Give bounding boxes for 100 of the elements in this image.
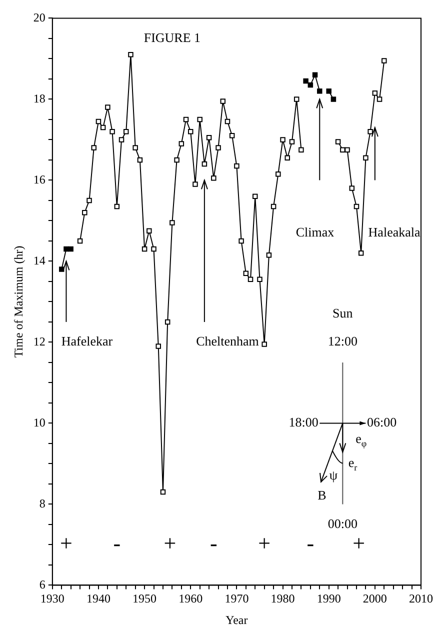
point [58, 266, 64, 272]
point [257, 276, 262, 282]
point [368, 128, 373, 134]
point [276, 172, 281, 177]
annotation: - [306, 530, 314, 556]
point [146, 228, 152, 234]
annotation: Cheltenham [196, 334, 259, 349]
annotation: + [164, 530, 176, 556]
x-tick-label: 1950 [132, 592, 157, 606]
point [363, 155, 368, 161]
point [114, 204, 120, 210]
point [192, 182, 198, 187]
annotation: Haleakala [368, 224, 420, 240]
point [86, 198, 92, 204]
point [156, 344, 161, 349]
point [335, 139, 341, 144]
point [238, 238, 244, 244]
point [105, 104, 110, 110]
point [164, 319, 170, 325]
y-tick-label: 8 [39, 496, 46, 510]
point [376, 96, 382, 102]
point [110, 128, 115, 134]
point [284, 155, 290, 161]
x-tick-label: 1990 [316, 592, 341, 606]
point [280, 137, 286, 142]
point [160, 489, 166, 495]
point [96, 118, 102, 124]
point [124, 128, 129, 134]
annotation: Hafelekar [61, 334, 114, 349]
annotation: 00:00 [328, 516, 358, 531]
point [289, 139, 295, 144]
x-tick-label: 1960 [178, 592, 203, 606]
point [77, 238, 83, 244]
point [317, 88, 322, 94]
y-tick-label: 12 [33, 334, 46, 348]
x-tick-label: 1980 [270, 592, 295, 606]
point [151, 246, 156, 252]
annotation: B [318, 488, 327, 503]
point [220, 98, 226, 104]
x-tick-label: 2010 [409, 592, 433, 606]
point [303, 78, 308, 84]
annotation: Sun [332, 305, 354, 320]
point [206, 135, 212, 140]
point [118, 137, 124, 142]
point [270, 204, 276, 210]
point [229, 133, 235, 138]
point [298, 147, 304, 152]
point [82, 210, 88, 216]
point [170, 220, 175, 226]
y-axis-title: Time of Maximum (hr) [11, 246, 26, 358]
point [312, 72, 318, 78]
y-tick-label: 14 [33, 253, 46, 268]
annotation: + [60, 530, 72, 556]
point [100, 124, 106, 130]
point [340, 147, 346, 152]
point [211, 176, 216, 181]
annotation: Climax [296, 224, 335, 240]
point [91, 145, 96, 150]
y-tick-label: 6 [39, 577, 46, 592]
point [349, 186, 355, 191]
y-tick-label: 20 [33, 10, 46, 24]
point [132, 145, 138, 150]
point [294, 96, 300, 102]
y-tick-label: 18 [33, 91, 46, 106]
point [372, 90, 378, 96]
point [183, 116, 189, 122]
point [382, 58, 387, 64]
point [308, 82, 314, 88]
point [354, 204, 360, 210]
point [266, 252, 272, 258]
annotation: + [352, 530, 366, 556]
point [243, 270, 249, 276]
point [178, 141, 184, 146]
point [234, 163, 240, 169]
point [224, 118, 230, 124]
point [248, 276, 254, 282]
point [197, 116, 202, 122]
point [128, 52, 134, 58]
annotation: + [258, 530, 271, 556]
point [174, 157, 180, 163]
annotation: 12:00 [328, 334, 358, 349]
point [202, 161, 208, 167]
point [262, 342, 267, 347]
point [330, 96, 336, 102]
annotation: ψ [329, 467, 338, 482]
annotation: FIGURE 1 [144, 30, 201, 45]
point [216, 145, 221, 150]
annotation: 06:00 [367, 414, 397, 430]
x-axis-title: Year [226, 612, 248, 627]
y-tick-label: 10 [33, 415, 46, 430]
annotation: 18:00 [288, 414, 318, 430]
x-tick-label: 1930 [40, 592, 64, 606]
annotation: - [113, 530, 121, 556]
x-tick-label: 2000 [362, 592, 387, 606]
x-tick-label: 1940 [86, 592, 110, 606]
point [358, 250, 364, 256]
point [137, 157, 143, 163]
annotation: - [210, 530, 218, 556]
point [344, 147, 350, 152]
point [252, 194, 258, 200]
